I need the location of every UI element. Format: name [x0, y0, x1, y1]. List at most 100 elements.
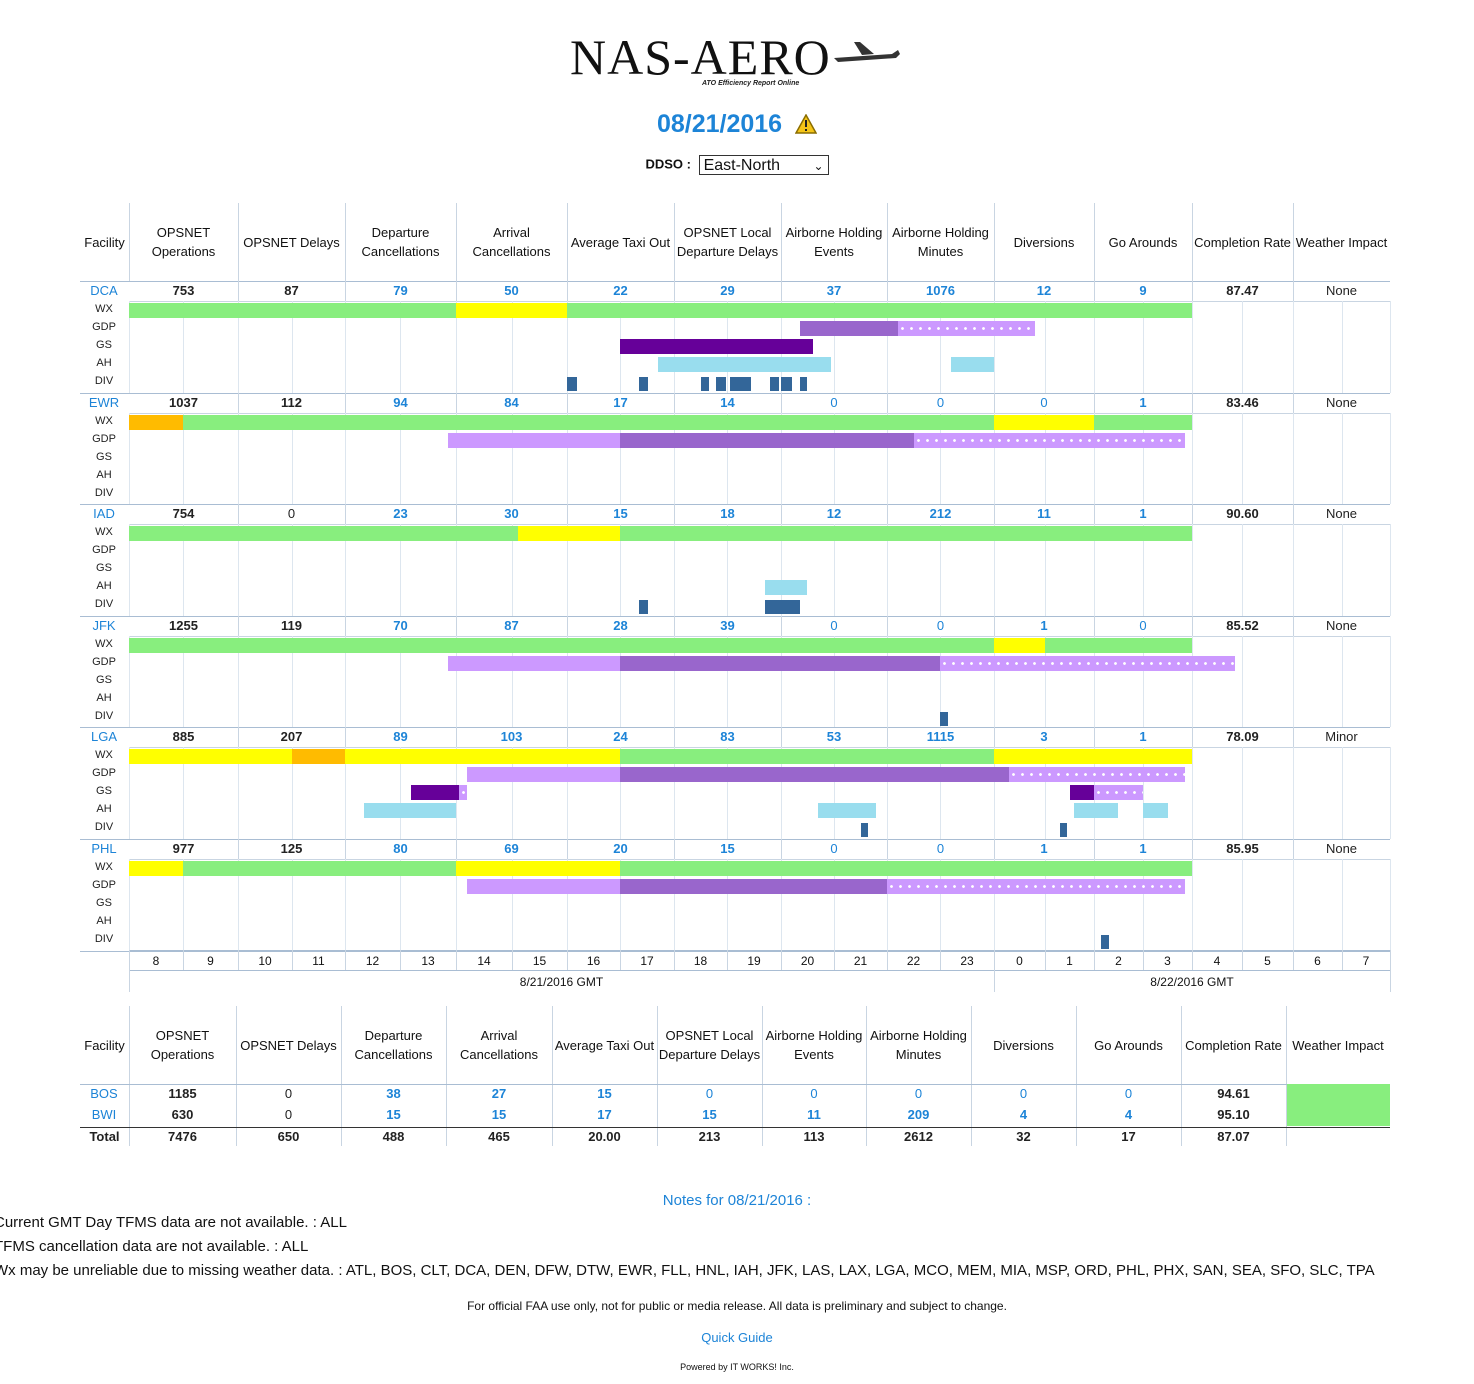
hour-tick-line: [887, 950, 888, 970]
metric-value[interactable]: 39: [720, 617, 735, 633]
metric-value[interactable]: 1: [1139, 506, 1147, 522]
metric-value[interactable]: 29: [720, 283, 735, 298]
metric-value[interactable]: 79: [393, 283, 408, 298]
summary-metric-value[interactable]: 27: [491, 1086, 507, 1101]
metric-value[interactable]: 12: [826, 506, 842, 522]
value-divider: [129, 635, 1390, 637]
row-label: AH: [96, 915, 112, 927]
summary-metric-value[interactable]: 0: [914, 1086, 923, 1101]
hour-gridline: [183, 635, 184, 728]
metric-value[interactable]: 23: [393, 506, 408, 522]
metric-value[interactable]: 14: [720, 394, 735, 410]
facility-link[interactable]: IAD: [93, 506, 115, 522]
metric-value[interactable]: 69: [504, 841, 519, 856]
summary-metric-value[interactable]: 15: [597, 1086, 612, 1101]
summary-metric-value[interactable]: 209: [907, 1107, 930, 1122]
hour-gridline: [1192, 301, 1193, 393]
metric-value[interactable]: 24: [613, 729, 628, 745]
metric-value[interactable]: 18: [720, 506, 735, 522]
summary-metric-value[interactable]: 15: [386, 1107, 401, 1122]
metric-value[interactable]: 0: [830, 617, 838, 633]
metric-value[interactable]: 1: [1139, 394, 1147, 410]
metric-value[interactable]: 0: [830, 841, 838, 856]
metric-value[interactable]: 12: [1036, 283, 1052, 298]
summary-facility-link[interactable]: BWI: [91, 1107, 117, 1122]
value-col-divider: [1293, 392, 1294, 413]
metric-value[interactable]: 0: [936, 841, 945, 856]
metric-value[interactable]: 15: [720, 841, 735, 856]
timeline-bar-ah: [1143, 803, 1168, 819]
metric-value[interactable]: 17: [613, 394, 628, 410]
value-col-divider: [567, 839, 568, 859]
summary-metric-value[interactable]: 0: [1019, 1086, 1028, 1101]
summary-metric-value[interactable]: 4: [1124, 1107, 1133, 1122]
hour-tick-line: [940, 950, 941, 970]
row-label: GDP: [92, 321, 116, 333]
facility-link[interactable]: PHL: [91, 841, 117, 856]
value-col-divider: [781, 392, 782, 413]
metric-value[interactable]: 80: [393, 841, 408, 856]
hour-gridline: [781, 524, 782, 616]
facility-link[interactable]: JFK: [92, 617, 116, 633]
hour-gridline: [1342, 301, 1343, 393]
metric-value[interactable]: 0: [1040, 394, 1048, 410]
value-col-divider: [674, 839, 675, 859]
metric-value[interactable]: 22: [613, 283, 628, 298]
metric-value[interactable]: 15: [613, 506, 628, 522]
hour-tick-line: [781, 950, 782, 970]
facility-link[interactable]: EWR: [88, 394, 120, 410]
summary-metric-value[interactable]: 0: [1124, 1086, 1133, 1101]
metric-value[interactable]: 3: [1040, 729, 1048, 745]
summary-metric-value[interactable]: 0: [705, 1086, 714, 1101]
metric-value[interactable]: 37: [826, 283, 842, 298]
metric-value[interactable]: 1: [1040, 617, 1048, 633]
metric-value[interactable]: 212: [929, 506, 952, 522]
quick-guide-link[interactable]: Quick Guide: [701, 1330, 773, 1345]
metric-value[interactable]: 87: [504, 617, 519, 633]
hour-gridline: [674, 859, 675, 951]
metric-value[interactable]: 53: [826, 729, 842, 745]
summary-metric-value[interactable]: 15: [702, 1107, 717, 1122]
metric-value[interactable]: 84: [504, 394, 519, 410]
metric-value[interactable]: 0: [1139, 617, 1147, 633]
metric-value[interactable]: 28: [613, 617, 628, 633]
summary-metric-value[interactable]: 17: [597, 1107, 612, 1122]
metric-value[interactable]: 0: [936, 617, 945, 633]
facility-link[interactable]: DCA: [90, 283, 118, 298]
metric-value[interactable]: 0: [830, 394, 838, 410]
value-col-divider: [1192, 504, 1193, 525]
metric-value[interactable]: 94: [393, 394, 408, 410]
summary-metric-value[interactable]: 0: [810, 1086, 818, 1101]
hour-gridline: [1293, 301, 1294, 393]
ddso-select[interactable]: East-North ⌄: [698, 155, 829, 175]
metric-value[interactable]: 1115: [926, 729, 955, 745]
hour-gridline: [674, 412, 675, 505]
column-divider: [238, 203, 239, 281]
summary-metric-value[interactable]: 38: [386, 1086, 401, 1101]
metric-value[interactable]: 1: [1040, 841, 1048, 856]
warning-icon[interactable]: [794, 112, 818, 141]
metric-value[interactable]: 1076: [926, 283, 955, 298]
timeline-bar-div: [764, 600, 781, 615]
metric-value[interactable]: 83: [720, 729, 735, 745]
metric-value[interactable]: 89: [393, 729, 408, 745]
facility-link[interactable]: LGA: [90, 729, 117, 745]
metric-value[interactable]: 1: [1139, 841, 1147, 856]
summary-metric-value[interactable]: 15: [491, 1107, 507, 1122]
summary-metric-value[interactable]: 4: [1019, 1107, 1028, 1122]
metric-value[interactable]: 9: [1139, 283, 1147, 298]
hour-tick-label: 17: [640, 954, 654, 968]
value-col-divider: [238, 839, 239, 859]
row-label: GS: [96, 673, 112, 686]
metric-value[interactable]: 20: [613, 841, 628, 856]
summary-facility-link[interactable]: BOS: [90, 1086, 118, 1101]
metric-value[interactable]: 30: [504, 506, 519, 522]
metric-value[interactable]: 103: [500, 729, 523, 745]
summary-column-header: Arrival Cancellations: [459, 1028, 539, 1062]
metric-value[interactable]: 50: [504, 283, 519, 298]
metric-value[interactable]: 11: [1037, 506, 1051, 522]
metric-value[interactable]: 0: [936, 394, 945, 410]
summary-metric-value[interactable]: 11: [807, 1107, 821, 1122]
metric-value[interactable]: 70: [393, 617, 408, 633]
metric-value[interactable]: 1: [1139, 729, 1147, 745]
